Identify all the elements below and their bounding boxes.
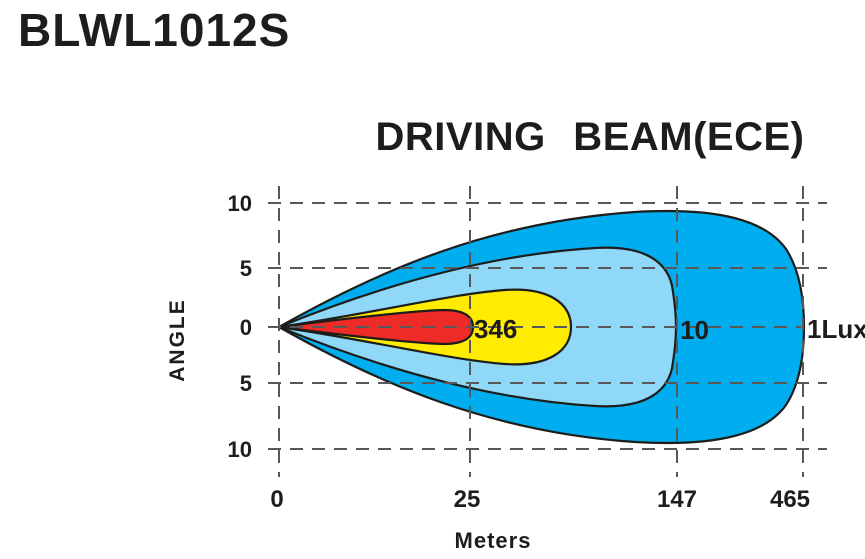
labels: BLWL1012S DRIVING BEAM(ECE) 10 5 0 5 10 …: [18, 4, 865, 553]
y-tick-plus5: 5: [240, 256, 252, 281]
x-axis-label: Meters: [455, 528, 532, 553]
chart-title: DRIVING BEAM(ECE): [376, 115, 805, 159]
zone-label-1lux: 1Lux: [807, 314, 865, 344]
grid: [268, 186, 827, 477]
x-tick-147: 147: [657, 486, 697, 513]
zone-label-346: 346: [474, 314, 517, 344]
y-axis-label: ANGLE: [166, 298, 189, 382]
page-title: BLWL1012S: [18, 4, 290, 56]
y-tick-minus10: 10: [228, 437, 252, 462]
y-tick-plus10: 10: [228, 191, 252, 216]
x-tick-0: 0: [270, 486, 283, 513]
y-tick-zero: 0: [240, 315, 252, 340]
x-tick-465: 465: [770, 486, 810, 513]
y-tick-minus5: 5: [240, 371, 252, 396]
zone-label-10: 10: [680, 315, 709, 345]
x-tick-25: 25: [454, 486, 481, 513]
